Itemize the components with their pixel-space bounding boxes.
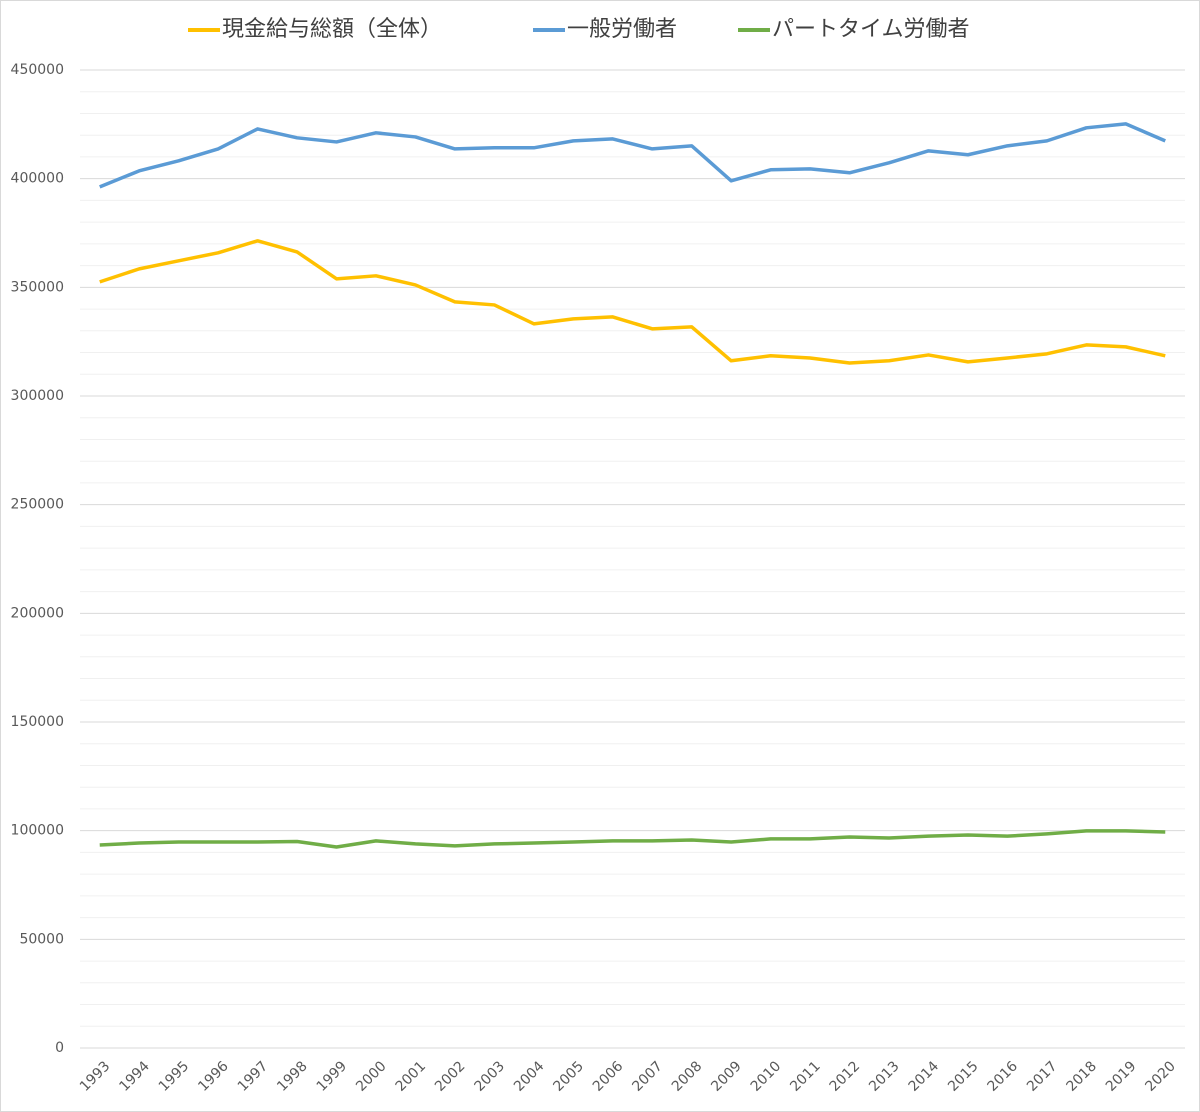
legend-label: 一般労働者 (567, 17, 677, 42)
y-tick-label: 200000 (11, 605, 64, 621)
legend-label: パートタイム労働者 (772, 17, 970, 42)
y-tick-label: 350000 (11, 279, 64, 295)
y-tick-label: 150000 (11, 714, 64, 730)
y-tick-label: 250000 (11, 497, 64, 513)
y-tick-label: 100000 (11, 823, 64, 839)
series-line (99, 829, 1166, 849)
y-tick-label: 0 (55, 1040, 64, 1056)
y-tick-label: 300000 (11, 388, 64, 404)
series-line (99, 122, 1166, 189)
y-tick-label: 450000 (11, 62, 64, 78)
y-tick-label: 50000 (19, 931, 64, 947)
y-tick-label: 400000 (11, 171, 64, 187)
legend: 現金給与総額（全体） 一般労働者 パートタイム労働者 (188, 17, 970, 42)
series-line (99, 239, 1166, 365)
legend-label: 現金給与総額（全体） (222, 17, 442, 42)
